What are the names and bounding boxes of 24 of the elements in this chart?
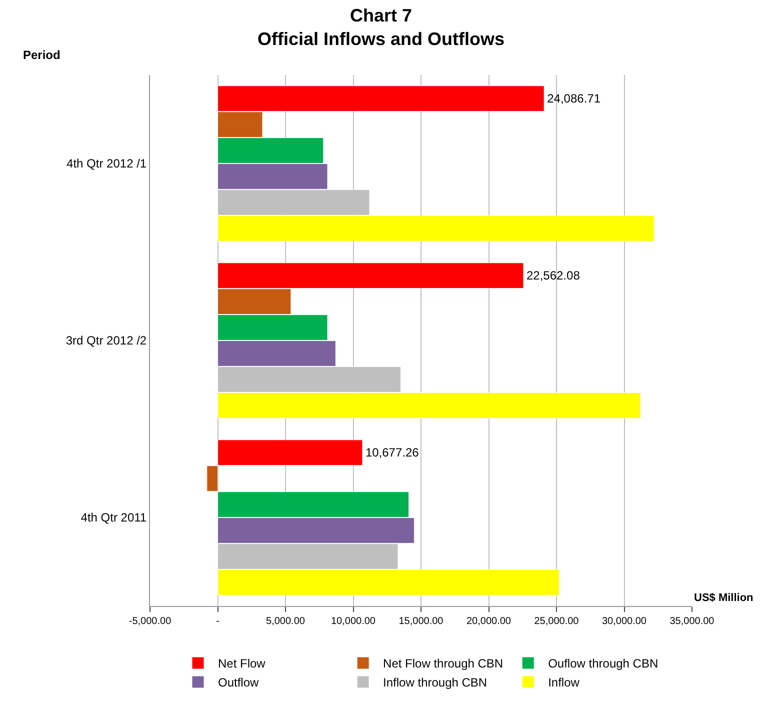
legend-label: Inflow through CBN	[383, 676, 488, 690]
y-axis-title: Period	[23, 48, 60, 62]
x-tick-label: 15,000.00	[398, 616, 444, 627]
legend-label: Net Flow through CBN	[383, 656, 504, 671]
data-label: 22,562.08	[526, 268, 580, 283]
legend-label: Net Flow	[218, 656, 266, 671]
y-tick-label: 4th Qtr 2011	[80, 510, 147, 525]
y-tick-label: 4th Qtr 2012 /1	[66, 156, 147, 171]
x-tick-label: 10,000.00	[331, 616, 376, 627]
x-axis-title: US$ Million	[694, 592, 754, 604]
data-label: 10,677.26	[365, 446, 420, 460]
legend-label: Outflow	[218, 676, 260, 690]
x-tick-label: 20,000.00	[466, 616, 512, 627]
x-tick-label: 5,000.00	[266, 616, 306, 627]
data-label: 24,086.71	[547, 92, 601, 106]
x-tick-label: 30,000.00	[602, 616, 647, 627]
x-tick-label: -	[216, 616, 220, 627]
legend-label: Inflow	[548, 676, 580, 690]
chart-title: Chart 7 Official Inflows and Outflows	[257, 6, 505, 49]
y-tick-label: 3rd Qtr 2012 /2	[66, 334, 147, 348]
x-tick-label: -5,000.00	[128, 616, 172, 627]
legend-label: Ouflow through CBN	[548, 656, 658, 671]
x-tick-label: 25,000.00	[534, 616, 580, 627]
x-tick-label: 35,000.00	[670, 616, 715, 627]
